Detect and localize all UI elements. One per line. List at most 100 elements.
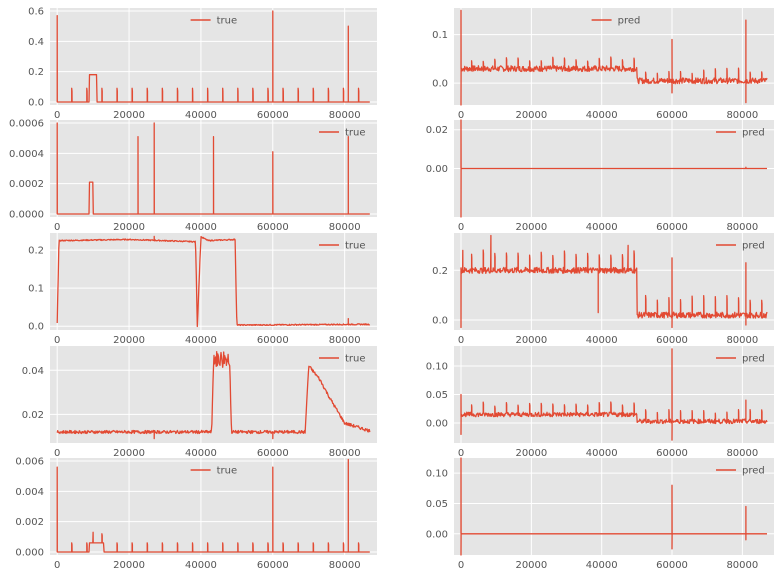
x-tick-label: 60000 bbox=[257, 560, 289, 571]
legend-label: pred bbox=[742, 241, 765, 252]
x-tick-label: 20000 bbox=[113, 110, 145, 121]
legend-label: true bbox=[345, 128, 366, 139]
y-tick-label: 0.0000 bbox=[9, 209, 44, 220]
y-tick-label: 0.002 bbox=[15, 517, 44, 528]
y-tick-label: 0.05 bbox=[426, 390, 448, 401]
plot-area bbox=[50, 458, 377, 555]
subplot-4: 0 20000 40000 60000 80000 0.00 0.02 pred bbox=[426, 119, 774, 233]
x-tick-label: 0 bbox=[458, 448, 464, 459]
x-tick-label: 40000 bbox=[586, 448, 618, 459]
x-tick-label: 80000 bbox=[726, 560, 758, 571]
y-tick-label: 0.6 bbox=[28, 7, 44, 18]
x-tick-label: 80000 bbox=[726, 110, 758, 121]
x-tick-label: 60000 bbox=[257, 448, 289, 459]
x-tick-label: 20000 bbox=[113, 560, 145, 571]
x-tick-label: 60000 bbox=[656, 222, 688, 233]
y-tick-label: 0.0006 bbox=[9, 119, 44, 130]
y-tick-label: 0.10 bbox=[426, 361, 448, 372]
legend-label: pred bbox=[618, 16, 641, 27]
subplot-9: 0 20000 40000 60000 80000 0.000 0.002 0.004 0.00… bbox=[15, 457, 377, 571]
series-line-pred bbox=[460, 348, 768, 441]
x-tick-label: 20000 bbox=[515, 448, 547, 459]
x-tick-label: 40000 bbox=[185, 222, 217, 233]
y-tick-label: 0.0 bbox=[28, 97, 44, 108]
legend-label: true bbox=[345, 354, 366, 365]
x-tick-label: 60000 bbox=[656, 560, 688, 571]
y-tick-label: 0.000 bbox=[15, 547, 44, 558]
x-tick-label: 0 bbox=[458, 110, 464, 121]
series-line-true bbox=[56, 122, 370, 215]
x-tick-label: 40000 bbox=[185, 335, 217, 346]
series-line-pred bbox=[460, 9, 768, 106]
subplot-8: 0 20000 40000 60000 80000 0.00 0.05 0.10 pred bbox=[426, 346, 774, 459]
x-tick-label: 80000 bbox=[726, 335, 758, 346]
x-tick-label: 60000 bbox=[257, 110, 289, 121]
subplot-10: 0 20000 40000 60000 80000 0.00 0.05 0.10 pred bbox=[426, 457, 774, 571]
y-tick-label: 0.04 bbox=[22, 366, 44, 377]
x-tick-label: 60000 bbox=[656, 448, 688, 459]
x-tick-label: 0 bbox=[54, 448, 60, 459]
series-line-pred bbox=[460, 457, 768, 556]
x-tick-label: 80000 bbox=[329, 448, 361, 459]
x-tick-label: 40000 bbox=[185, 560, 217, 571]
y-tick-label: 0.2 bbox=[28, 67, 44, 78]
y-tick-label: 0.0002 bbox=[9, 179, 44, 190]
x-tick-label: 20000 bbox=[515, 560, 547, 571]
y-tick-label: 0.10 bbox=[426, 469, 448, 480]
y-tick-label: 0.02 bbox=[426, 125, 448, 136]
series-line-pred bbox=[460, 234, 768, 329]
subplot-2: 0 20000 40000 60000 80000 0.0 0.1 pred bbox=[432, 8, 774, 121]
x-tick-label: 20000 bbox=[515, 110, 547, 121]
legend-label: pred bbox=[742, 128, 765, 139]
plot-area bbox=[454, 458, 774, 555]
subplot-3: 0 20000 40000 60000 80000 0.0000 0.0002 0.0004 0… bbox=[9, 119, 377, 233]
series-line-pred bbox=[460, 119, 768, 218]
series-line-true bbox=[56, 458, 370, 553]
subplot-5: 0 20000 40000 60000 80000 0.0 0.1 0.2 true bbox=[28, 233, 377, 346]
x-tick-label: 80000 bbox=[726, 448, 758, 459]
x-tick-label: 40000 bbox=[586, 335, 618, 346]
x-tick-label: 60000 bbox=[656, 335, 688, 346]
x-tick-label: 0 bbox=[54, 222, 60, 233]
x-tick-label: 0 bbox=[54, 110, 60, 121]
legend-label: pred bbox=[742, 354, 765, 365]
legend-label: true bbox=[217, 16, 238, 27]
y-tick-label: 0.0004 bbox=[9, 149, 44, 160]
x-tick-label: 80000 bbox=[329, 222, 361, 233]
plot-area bbox=[454, 8, 774, 105]
legend-label: true bbox=[217, 466, 238, 477]
x-tick-label: 0 bbox=[458, 222, 464, 233]
plot-area bbox=[50, 233, 377, 330]
x-tick-label: 0 bbox=[54, 560, 60, 571]
x-tick-label: 80000 bbox=[329, 560, 361, 571]
x-tick-label: 60000 bbox=[257, 335, 289, 346]
x-tick-label: 0 bbox=[54, 335, 60, 346]
y-tick-label: 0.0 bbox=[432, 79, 448, 90]
series-line-true bbox=[56, 10, 370, 103]
x-tick-label: 40000 bbox=[586, 110, 618, 121]
x-tick-label: 80000 bbox=[329, 335, 361, 346]
x-tick-label: 40000 bbox=[586, 222, 618, 233]
x-tick-label: 0 bbox=[458, 560, 464, 571]
x-tick-label: 20000 bbox=[515, 222, 547, 233]
y-tick-label: 0.4 bbox=[28, 37, 44, 48]
y-tick-label: 0.00 bbox=[426, 164, 448, 175]
y-tick-label: 0.1 bbox=[28, 284, 44, 295]
y-tick-label: 0.004 bbox=[15, 487, 44, 498]
y-tick-label: 0.2 bbox=[432, 266, 448, 277]
legend-label: true bbox=[345, 241, 366, 252]
y-tick-label: 0.2 bbox=[28, 246, 44, 257]
y-tick-label: 0.02 bbox=[22, 410, 44, 421]
y-tick-label: 0.006 bbox=[15, 457, 44, 468]
x-tick-label: 20000 bbox=[515, 335, 547, 346]
x-tick-label: 40000 bbox=[185, 448, 217, 459]
y-tick-label: 0.00 bbox=[426, 419, 448, 430]
x-tick-label: 20000 bbox=[113, 448, 145, 459]
y-tick-label: 0.00 bbox=[426, 529, 448, 540]
y-tick-label: 0.0 bbox=[432, 316, 448, 327]
x-tick-label: 40000 bbox=[586, 560, 618, 571]
subplot-6: 0 20000 40000 60000 80000 0.0 0.2 pred bbox=[432, 233, 774, 346]
x-tick-label: 60000 bbox=[656, 110, 688, 121]
subplot-1: 0 20000 40000 60000 80000 0.0 0.2 0.4 0.6 true bbox=[28, 7, 377, 121]
